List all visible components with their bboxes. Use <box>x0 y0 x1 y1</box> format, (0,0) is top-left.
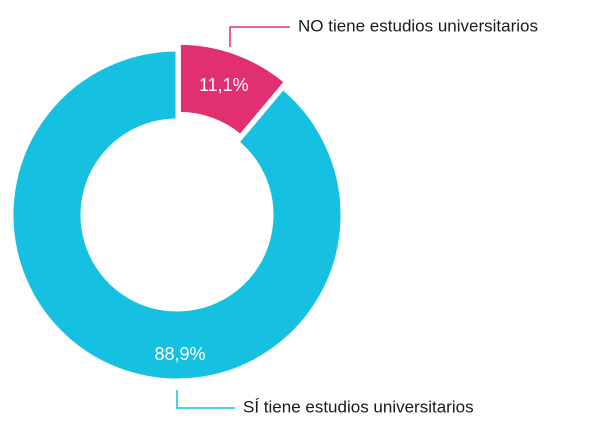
leader-line <box>176 390 235 409</box>
value-label: 88,9% <box>154 344 205 364</box>
donut-slice <box>10 48 344 382</box>
legend-label: NO tiene estudios universitarios <box>298 16 538 35</box>
legend-label: SÍ tiene estudios universitarios <box>243 397 474 416</box>
value-label: 11,1% <box>199 75 249 95</box>
leader-line <box>229 26 290 47</box>
donut-slice <box>177 41 288 138</box>
